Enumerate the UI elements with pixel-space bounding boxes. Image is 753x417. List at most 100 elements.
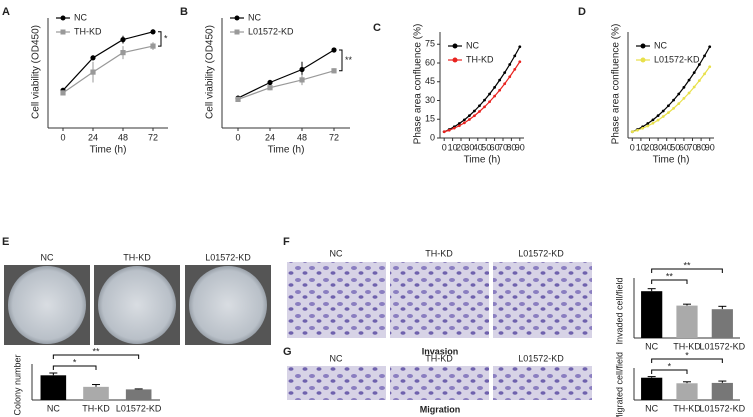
marker — [452, 126, 456, 130]
marker — [667, 104, 670, 108]
image-caption: Migration — [420, 404, 461, 414]
marker — [331, 68, 337, 74]
marker — [677, 102, 681, 106]
bar — [125, 389, 152, 400]
marker — [299, 77, 305, 83]
series-line — [444, 61, 521, 133]
x-tick-label: 72 — [148, 132, 158, 142]
legend-label: NC — [654, 40, 667, 50]
x-tick-label: 20 — [456, 142, 466, 152]
x-tick-label: 0 — [630, 142, 635, 152]
series-line — [632, 66, 711, 133]
marker — [682, 85, 686, 89]
marker — [503, 82, 507, 86]
marker — [646, 124, 650, 128]
marker — [90, 55, 96, 61]
x-tick-label: TH-KD — [82, 403, 110, 413]
marker — [120, 37, 126, 43]
marker — [120, 50, 126, 56]
marker — [703, 54, 706, 58]
marker — [473, 114, 476, 118]
photo-plate — [98, 266, 176, 344]
panel-letter: A — [2, 6, 10, 18]
y-axis-label: Cell viability (OD450) — [31, 25, 42, 119]
x-tick-label: 60 — [679, 142, 689, 152]
marker — [677, 92, 681, 96]
x-tick-label: 72 — [329, 132, 339, 142]
y-tick-label: 60 — [425, 57, 435, 67]
image-label: TH-KD — [425, 353, 453, 363]
marker — [442, 130, 446, 134]
significance-bracket — [651, 268, 723, 273]
marker — [651, 118, 655, 122]
marker — [687, 91, 691, 95]
bar — [711, 309, 733, 338]
marker — [478, 104, 481, 108]
image-label: L01572-KD — [205, 252, 251, 262]
x-tick-label: 20 — [644, 142, 654, 152]
marker — [651, 121, 655, 125]
significance-label: * — [73, 357, 77, 367]
x-axis-label: Time (h) — [90, 145, 127, 156]
image-label: TH-KD — [425, 248, 453, 258]
legend-label: TH-KD — [74, 26, 102, 36]
marker — [267, 85, 273, 91]
x-tick-label: NC — [645, 403, 658, 413]
significance-label: * — [685, 350, 689, 360]
marker — [488, 92, 491, 96]
x-tick-label: 0 — [60, 132, 65, 142]
y-axis-label: Colony number — [12, 354, 22, 415]
marker — [687, 78, 691, 82]
series-line — [237, 70, 335, 100]
marker — [708, 45, 712, 49]
marker — [331, 47, 337, 53]
bar — [641, 291, 663, 338]
marker — [518, 60, 522, 64]
x-tick-label: 30 — [464, 142, 474, 152]
significance-bracket — [339, 49, 343, 72]
marker — [508, 75, 512, 79]
marker — [656, 114, 660, 118]
photo — [493, 366, 592, 400]
x-tick-label: 0 — [235, 132, 240, 142]
marker — [468, 114, 471, 118]
image-caption: Invasion — [422, 346, 459, 356]
y-tick-label: 45 — [425, 76, 435, 86]
marker — [468, 118, 471, 121]
marker — [518, 45, 522, 49]
y-tick-label: 75 — [425, 39, 435, 49]
legend-marker — [452, 57, 458, 63]
photo-plate — [8, 266, 86, 344]
marker — [488, 100, 491, 104]
x-tick-label: 0 — [442, 142, 447, 152]
x-tick-label: 24 — [265, 132, 275, 142]
x-tick-label: 10 — [448, 142, 458, 152]
x-tick-label: NC — [645, 341, 658, 351]
marker — [692, 71, 696, 75]
marker — [682, 96, 686, 100]
y-axis-label: Migrated cell/field — [614, 352, 624, 417]
x-tick-label: 80 — [696, 142, 706, 152]
x-tick-label: L01572-KD — [700, 403, 746, 413]
marker — [697, 63, 701, 66]
marker — [299, 66, 305, 73]
legend-label: NC — [74, 12, 87, 22]
marker — [667, 111, 670, 115]
marker — [636, 128, 639, 132]
x-tick-label: 40 — [662, 142, 672, 152]
photo — [493, 262, 592, 338]
legend-marker — [234, 29, 240, 35]
image-label: L01572-KD — [518, 353, 564, 363]
legend-marker — [60, 29, 66, 35]
marker — [90, 69, 96, 75]
photo — [287, 262, 386, 338]
legend-label: NC — [466, 40, 479, 50]
x-tick-label: 50 — [481, 142, 491, 152]
marker — [498, 78, 502, 82]
marker — [513, 67, 517, 71]
x-tick-label: L01572-KD — [700, 341, 746, 351]
legend-label: L01572-KD — [654, 54, 700, 64]
marker — [473, 109, 476, 113]
marker — [672, 98, 675, 102]
